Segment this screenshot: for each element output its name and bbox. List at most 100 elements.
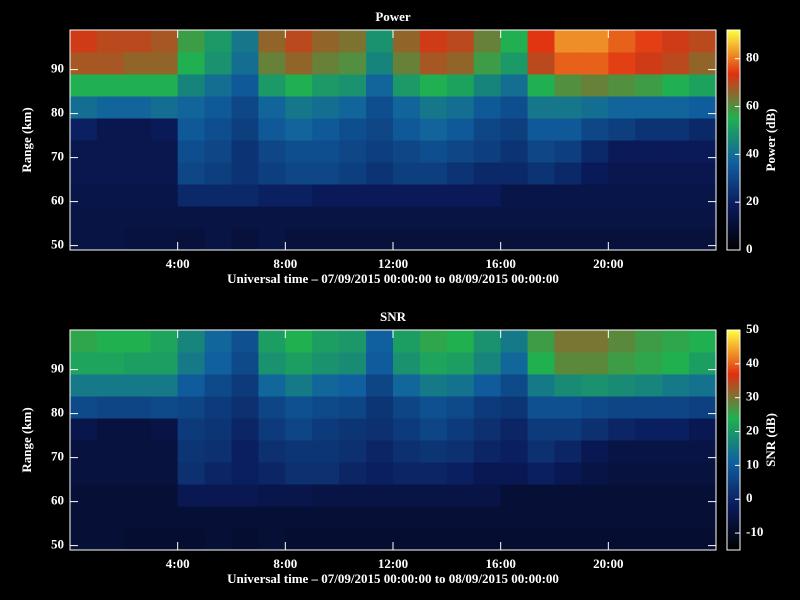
heatmap-cell — [527, 462, 555, 485]
heatmap-cell — [554, 528, 582, 551]
heatmap-cell — [446, 396, 475, 419]
heatmap-cell — [231, 162, 259, 185]
heatmap-cell — [393, 162, 421, 185]
heatmap-cell — [177, 184, 206, 207]
heatmap-cell — [473, 184, 502, 207]
heatmap-cell — [312, 74, 340, 97]
heatmap-cell — [366, 418, 394, 441]
heatmap-cell — [608, 506, 636, 529]
heatmap-cell — [554, 96, 582, 119]
heatmap-cell — [419, 374, 448, 397]
heatmap-cell — [554, 418, 582, 441]
heatmap-cell — [258, 228, 286, 251]
heatmap-cell — [150, 118, 179, 141]
heatmap-cell — [70, 118, 98, 141]
heatmap-cell — [473, 206, 502, 229]
colorbar-tick-label: 0 — [746, 490, 753, 505]
heatmap-cell — [96, 506, 125, 529]
heatmap-cell — [635, 528, 663, 551]
heatmap-cell — [123, 462, 152, 485]
heatmap-cell — [231, 528, 259, 551]
heatmap-cell — [177, 528, 206, 551]
heatmap-cell — [150, 74, 179, 97]
heatmap-cell — [419, 74, 448, 97]
heatmap-cell — [366, 440, 394, 463]
heatmap-cell — [527, 228, 555, 251]
heatmap-cell — [393, 118, 421, 141]
colorbar-tick-label: -10 — [746, 524, 763, 539]
heatmap-cell — [527, 484, 555, 507]
heatmap-cell — [527, 418, 555, 441]
heatmap-cell — [150, 374, 179, 397]
heatmap-cell — [419, 30, 448, 53]
heatmap-cell — [339, 162, 367, 185]
heatmap-cell — [554, 30, 582, 53]
heatmap-cell — [70, 440, 98, 463]
heatmap-cell — [204, 118, 232, 141]
heatmap-cell — [123, 330, 152, 353]
heatmap-cell — [446, 140, 475, 163]
heatmap-cell — [419, 140, 448, 163]
heatmap-cell — [635, 96, 663, 119]
heatmap-cell — [473, 52, 502, 75]
heatmap-cell — [123, 162, 152, 185]
heatmap-cell — [473, 96, 502, 119]
heatmap-cell — [339, 52, 367, 75]
heatmap-cell — [177, 352, 206, 375]
heatmap-cell — [150, 184, 179, 207]
heatmap-cell — [608, 418, 636, 441]
heatmap-cell — [419, 484, 448, 507]
heatmap-cell — [446, 30, 475, 53]
heatmap-cell — [581, 330, 609, 353]
heatmap-cell — [393, 96, 421, 119]
heatmap-cell — [662, 396, 690, 419]
heatmap-cell — [473, 118, 502, 141]
heatmap-cell — [527, 118, 555, 141]
heatmap-cell — [177, 374, 206, 397]
heatmap-cell — [312, 162, 340, 185]
heatmap-cell — [608, 118, 636, 141]
y-tick-label: 60 — [51, 493, 64, 508]
heatmap-cell — [581, 440, 609, 463]
heatmap-cell — [231, 396, 259, 419]
heatmap-cell — [366, 528, 394, 551]
heatmap-cell — [689, 162, 717, 185]
heatmap-cell — [339, 506, 367, 529]
heatmap-cell — [231, 506, 259, 529]
colorbar-label: SNR (dB) — [763, 413, 778, 467]
heatmap-cell — [635, 374, 663, 397]
heatmap-cell — [393, 184, 421, 207]
heatmap-cell — [554, 330, 582, 353]
heatmap-cell — [419, 462, 448, 485]
heatmap-cell — [96, 162, 125, 185]
heatmap-cell — [446, 52, 475, 75]
heatmap-cell — [500, 162, 529, 185]
heatmap-cell — [662, 118, 690, 141]
y-tick-label: 60 — [51, 193, 64, 208]
heatmap-cell — [473, 140, 502, 163]
heatmap-cell — [473, 228, 502, 251]
heatmap-cell — [96, 184, 125, 207]
heatmap-cell — [258, 184, 286, 207]
heatmap-cell — [527, 30, 555, 53]
heatmap-cell — [393, 374, 421, 397]
heatmap-cell — [554, 162, 582, 185]
heatmap-cell — [689, 440, 717, 463]
heatmap-cell — [662, 74, 690, 97]
heatmap-cell — [285, 74, 313, 97]
heatmap-cell — [393, 52, 421, 75]
x-tick-label: 12:00 — [378, 556, 408, 571]
heatmap-cell — [446, 506, 475, 529]
heatmap-cell — [662, 440, 690, 463]
heatmap-cell — [366, 462, 394, 485]
heatmap-cell — [339, 140, 367, 163]
heatmap-cell — [204, 30, 232, 53]
heatmap-cell — [527, 140, 555, 163]
heatmap-cell — [446, 352, 475, 375]
heatmap-cell — [662, 140, 690, 163]
heatmap-cell — [393, 396, 421, 419]
colorbar — [726, 29, 741, 251]
heatmap-cell — [96, 206, 125, 229]
heatmap-cell — [231, 52, 259, 75]
panel-title: Power — [375, 9, 411, 24]
